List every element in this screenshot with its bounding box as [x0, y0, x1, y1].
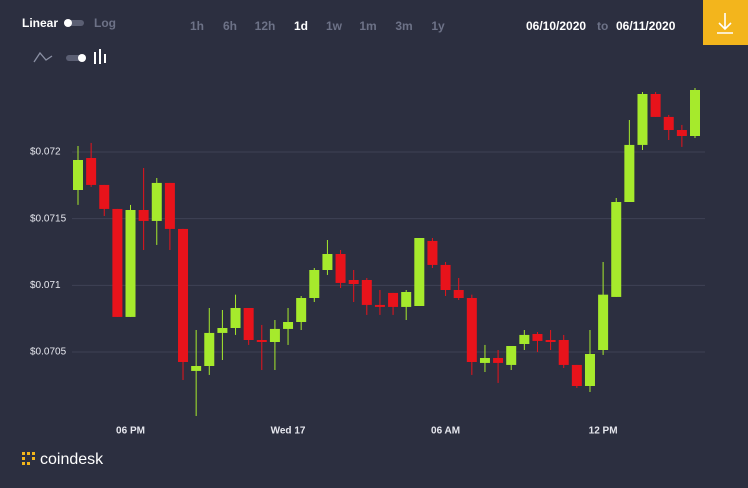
- range-button[interactable]: 1y: [431, 19, 445, 33]
- from-date[interactable]: 06/10/2020: [526, 19, 586, 33]
- brand-name: coindesk: [40, 451, 104, 468]
- candle-body: [217, 328, 228, 333]
- line-style-icon[interactable]: [33, 51, 53, 63]
- candle-body: [650, 93, 661, 117]
- candle-body: [427, 240, 438, 265]
- candle-body: [663, 116, 674, 130]
- to-word: to: [597, 19, 608, 33]
- candle-body: [676, 129, 687, 136]
- candle-body: [138, 209, 149, 221]
- candle-body: [571, 364, 582, 387]
- candle-body: [283, 322, 294, 329]
- candle-body: [309, 270, 320, 299]
- candle-body: [479, 358, 490, 363]
- y-tick-label: $0.0705: [30, 347, 67, 358]
- candle-body: [204, 332, 215, 367]
- candle-body: [335, 254, 346, 283]
- candle-body: [440, 264, 451, 291]
- candle-body: [374, 304, 385, 307]
- candle-style-icon[interactable]: [94, 49, 106, 64]
- candle-body: [178, 228, 189, 363]
- candle-body: [73, 159, 83, 190]
- range-button[interactable]: 1m: [359, 19, 376, 33]
- candle-body: [243, 308, 254, 341]
- candle-body: [125, 209, 136, 317]
- scale-option[interactable]: Linear: [22, 16, 58, 30]
- candle-body: [453, 290, 464, 299]
- candle-body: [256, 340, 267, 343]
- style-toggle-knob: [78, 54, 86, 62]
- x-tick-label: 06 PM: [116, 426, 145, 437]
- candle-body: [611, 201, 622, 297]
- candle-body: [637, 93, 648, 145]
- candle-body: [296, 298, 307, 323]
- range-button[interactable]: 3m: [395, 19, 412, 33]
- candle-body: [584, 354, 595, 387]
- range-button[interactable]: 6h: [223, 19, 237, 33]
- range-button[interactable]: 1h: [190, 19, 204, 33]
- to-date[interactable]: 06/11/2020: [616, 19, 676, 33]
- range-button[interactable]: 12h: [255, 19, 276, 33]
- scale-toggle-knob: [64, 19, 72, 27]
- scale-option[interactable]: Log: [94, 16, 116, 30]
- x-tick-label: 12 PM: [589, 426, 618, 437]
- candle-body: [466, 298, 477, 363]
- candle-body: [401, 292, 412, 307]
- candle-body: [361, 280, 372, 305]
- candle-body: [414, 237, 425, 307]
- y-tick-label: $0.0715: [30, 213, 67, 224]
- range-button[interactable]: 1w: [326, 19, 343, 33]
- brand-logo: [22, 452, 35, 465]
- candle-body: [519, 334, 530, 345]
- candle-body: [86, 157, 97, 185]
- candle-body: [151, 182, 162, 221]
- candle-body: [99, 184, 110, 209]
- candle-body: [598, 294, 609, 351]
- candle-body: [269, 328, 280, 343]
- candle-body: [322, 254, 333, 271]
- y-tick-label: $0.071: [30, 280, 61, 291]
- candle-body: [532, 334, 543, 341]
- candle-body: [506, 346, 517, 365]
- candle-body: [164, 182, 175, 229]
- candle-body: [388, 292, 399, 307]
- candle-body: [545, 340, 556, 343]
- candle-body: [690, 89, 700, 136]
- candle-body: [112, 208, 123, 317]
- range-button[interactable]: 1d: [294, 19, 308, 33]
- candle-body: [191, 366, 202, 371]
- x-tick-label: Wed 17: [271, 426, 306, 437]
- x-tick-label: 06 AM: [431, 426, 460, 437]
- candle-body: [493, 358, 504, 363]
- y-tick-label: $0.072: [30, 147, 61, 158]
- candle-body: [230, 308, 241, 329]
- candle-body: [348, 280, 359, 285]
- candle-body: [558, 340, 569, 365]
- download-icon: [717, 13, 733, 34]
- candle-body: [624, 144, 635, 202]
